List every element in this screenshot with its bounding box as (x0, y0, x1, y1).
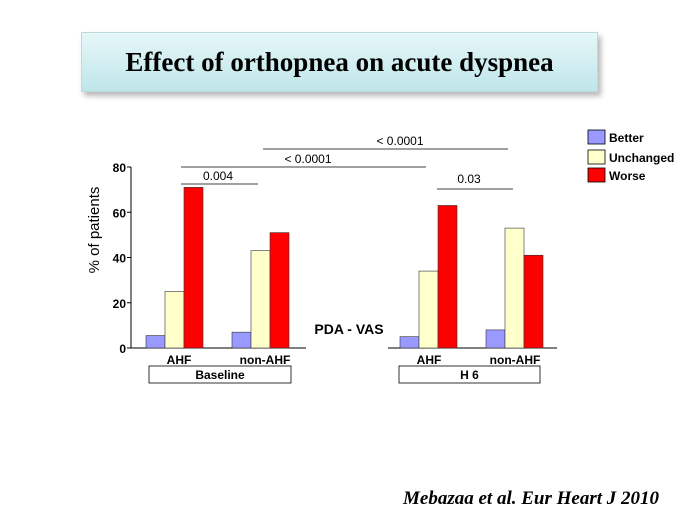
center-label: PDA - VAS (314, 321, 383, 337)
group-label: H 6 (460, 368, 479, 382)
y-tick-label: 20 (113, 297, 127, 311)
bar-better (485, 329, 506, 349)
bar-worse (523, 254, 544, 349)
category-label: non-AHF (240, 353, 291, 367)
y-tick-label: 40 (113, 252, 127, 266)
p-value-label: < 0.0001 (284, 152, 331, 166)
bar-unchanged (418, 270, 439, 349)
bar-better (399, 336, 420, 349)
y-tick-label: 80 (113, 161, 127, 175)
bar-better (145, 335, 166, 349)
y-axis-label: % of patients (86, 187, 103, 274)
legend-label-better: Better (609, 131, 644, 145)
p-value-label: 0.004 (203, 169, 233, 183)
p-value-label: 0.03 (457, 172, 481, 186)
bar-unchanged (250, 250, 271, 349)
p-value-label: < 0.0001 (376, 134, 423, 148)
slide-title: Effect of orthopnea on acute dyspnea (125, 46, 554, 77)
title-banner: Effect of orthopnea on acute dyspnea (81, 32, 598, 92)
legend-label-unchanged: Unchanged (609, 151, 674, 165)
bar-unchanged (164, 291, 185, 349)
y-tick-label: 60 (113, 206, 127, 220)
group-box (398, 365, 541, 384)
category-label: non-AHF (490, 353, 541, 367)
legend-swatch-better (587, 129, 606, 145)
bar-unchanged (504, 227, 525, 349)
bar-worse (183, 187, 204, 349)
category-label: AHF (167, 353, 192, 367)
legend-label-worse: Worse (609, 169, 646, 183)
citation: Mebazaa et al. Eur Heart J 2010 (403, 488, 659, 509)
group-label: Baseline (195, 368, 245, 382)
bar-worse (437, 205, 458, 349)
legend-swatch-unchanged (587, 149, 606, 165)
group-box (148, 365, 292, 384)
bar-better (231, 331, 252, 349)
y-tick-label: 0 (119, 342, 126, 356)
legend-swatch-worse (587, 167, 606, 183)
bar-worse (269, 232, 290, 349)
category-label: AHF (417, 353, 442, 367)
